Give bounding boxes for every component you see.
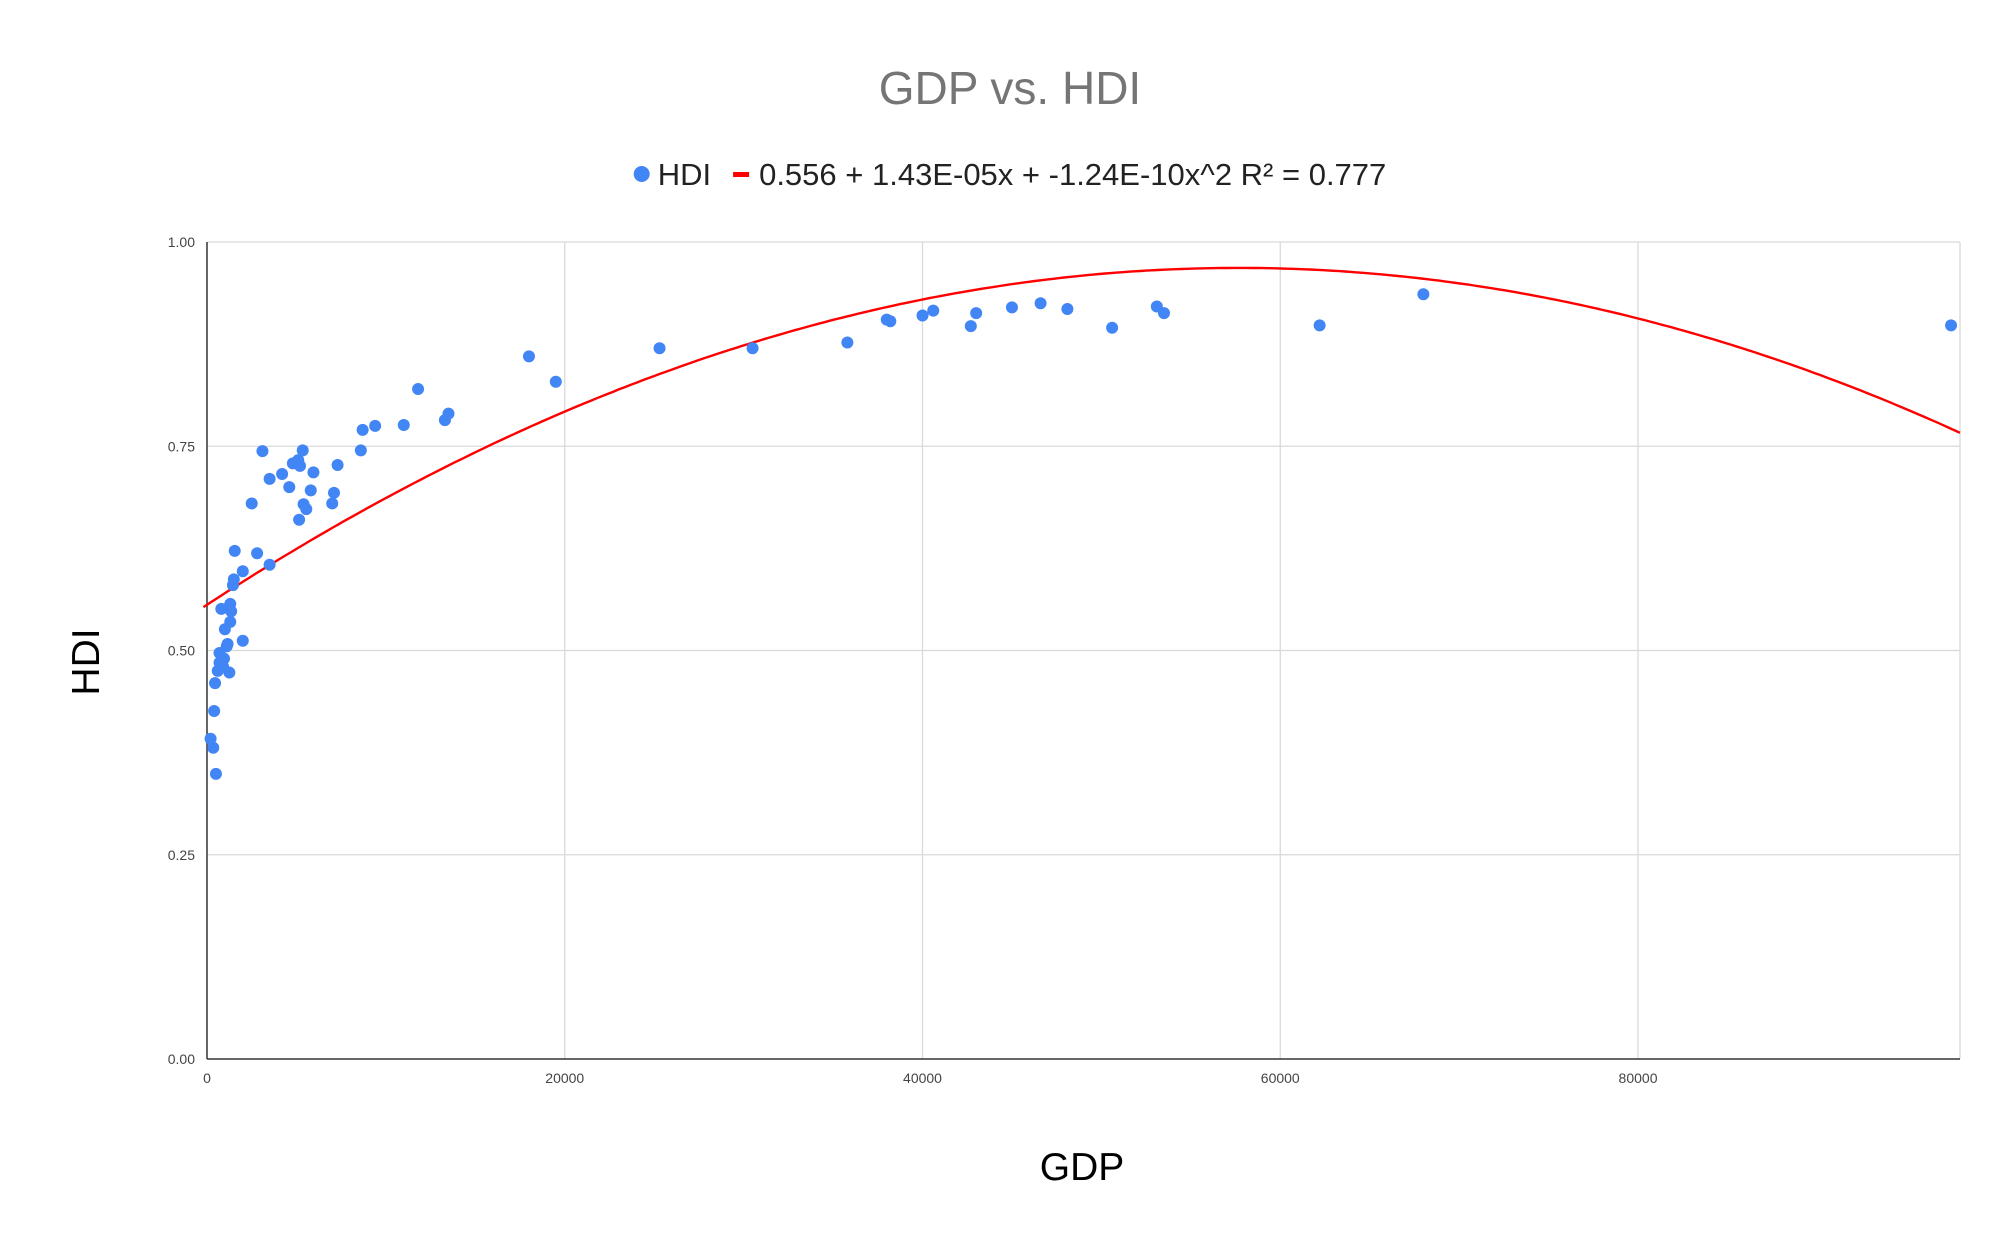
x-axis-title: GDP <box>1040 1146 1125 1189</box>
data-point <box>970 307 983 320</box>
data-point <box>964 320 977 333</box>
data-point <box>1034 297 1047 310</box>
data-point <box>283 481 296 494</box>
legend-label-hdi: HDI <box>658 157 711 192</box>
data-point <box>256 445 269 458</box>
data-point <box>223 666 236 679</box>
data-point <box>397 419 410 432</box>
data-point <box>1417 288 1430 301</box>
axes <box>206 242 1960 1060</box>
data-point <box>209 767 222 780</box>
data-point <box>236 565 249 578</box>
data-point <box>263 472 276 485</box>
data-point <box>1106 321 1119 334</box>
legend-marker-trendline <box>733 172 750 177</box>
data-point <box>304 484 317 497</box>
data-point <box>293 513 306 526</box>
trendline-curve <box>202 266 1961 609</box>
data-point <box>1157 307 1170 320</box>
x-tick-label: 20000 <box>545 1070 584 1086</box>
y-tick-label: 0.50 <box>168 643 195 659</box>
data-point <box>412 383 425 396</box>
x-tick-label: 40000 <box>903 1070 942 1086</box>
data-point <box>1313 319 1326 332</box>
data-point <box>215 602 228 615</box>
data-point <box>209 677 222 690</box>
data-point <box>326 497 339 510</box>
data-point <box>294 459 307 472</box>
data-point <box>251 547 264 560</box>
data-point <box>356 423 369 436</box>
legend-marker-hdi <box>633 166 650 182</box>
data-point <box>225 605 238 618</box>
data-point <box>884 315 897 328</box>
data-point <box>331 459 344 472</box>
data-point <box>354 444 367 457</box>
data-point <box>549 375 562 388</box>
data-point <box>369 419 382 432</box>
grid-lines <box>207 241 1961 1059</box>
data-point <box>208 704 221 717</box>
x-tick-label: 80000 <box>1619 1070 1658 1086</box>
data-point <box>228 544 241 557</box>
y-tick-label: 0.75 <box>168 438 195 454</box>
data-point <box>276 468 289 481</box>
x-tick-label: 0 <box>203 1070 211 1086</box>
data-point <box>263 558 276 571</box>
data-point <box>522 350 535 363</box>
data-point <box>227 573 240 586</box>
y-axis-title: HDI <box>65 628 108 695</box>
data-point <box>300 503 313 516</box>
data-point <box>927 304 940 317</box>
data-point <box>224 615 237 628</box>
x-tick-labels: 0 20000 40000 60000 80000 <box>203 1070 1658 1086</box>
data-points <box>204 288 1958 780</box>
chart-title: GDP vs. HDI <box>879 62 1141 114</box>
y-tick-labels: 0.00 0.25 0.50 0.75 1.00 <box>168 234 195 1067</box>
data-point <box>916 309 929 322</box>
data-point <box>221 637 234 650</box>
data-point <box>1005 301 1018 314</box>
data-point <box>245 497 258 510</box>
data-point <box>307 466 320 479</box>
data-point <box>1945 319 1958 332</box>
legend: HDI 0.556 + 1.43E-05x + -1.24E-10x^2 R² … <box>633 157 1386 192</box>
data-point <box>207 741 220 754</box>
data-point <box>746 342 759 355</box>
y-tick-label: 0.25 <box>168 847 195 863</box>
x-tick-label: 60000 <box>1261 1070 1300 1086</box>
data-point <box>217 652 230 665</box>
data-point <box>653 342 666 355</box>
data-point <box>296 444 309 457</box>
legend-label-trendline: 0.556 + 1.43E-05x + -1.24E-10x^2 R² = 0.… <box>759 157 1386 192</box>
y-tick-label: 0.00 <box>168 1051 195 1067</box>
data-point <box>328 486 341 499</box>
data-point <box>442 407 455 420</box>
data-point <box>236 634 249 647</box>
data-point <box>1061 302 1074 315</box>
y-tick-label: 1.00 <box>168 234 195 250</box>
data-point <box>841 336 854 349</box>
